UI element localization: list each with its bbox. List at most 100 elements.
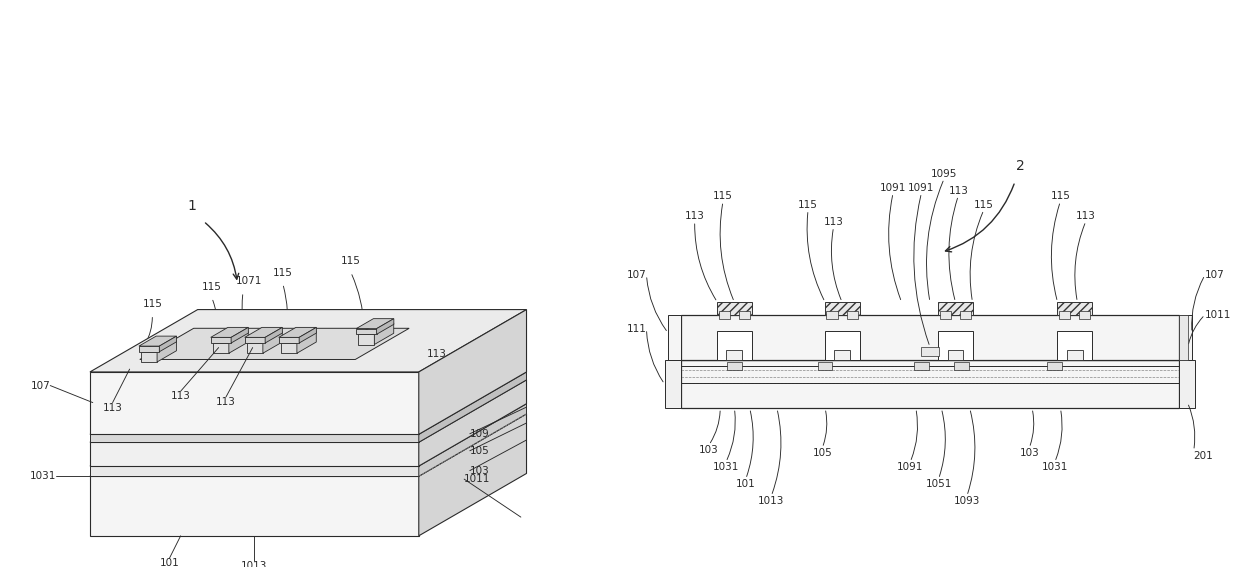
- Bar: [825, 331, 859, 360]
- Polygon shape: [244, 337, 265, 343]
- Text: 1031: 1031: [30, 471, 56, 481]
- Text: 115: 115: [1050, 191, 1070, 201]
- Text: 1013: 1013: [241, 561, 268, 567]
- Text: 113: 113: [428, 349, 448, 359]
- Text: 1011: 1011: [464, 474, 491, 484]
- Bar: [914, 362, 929, 370]
- Polygon shape: [419, 414, 527, 536]
- Text: 1093: 1093: [954, 496, 980, 506]
- Bar: [717, 302, 751, 315]
- Polygon shape: [356, 329, 377, 335]
- Text: 103: 103: [699, 445, 719, 455]
- Text: 113: 113: [1076, 211, 1096, 221]
- Text: 1013: 1013: [758, 496, 785, 506]
- Bar: [727, 350, 743, 360]
- Polygon shape: [356, 319, 394, 329]
- Polygon shape: [377, 319, 394, 335]
- Bar: [665, 360, 681, 408]
- Bar: [825, 302, 859, 315]
- Text: 1051: 1051: [925, 479, 951, 489]
- Bar: [960, 311, 971, 319]
- Polygon shape: [213, 332, 248, 343]
- Text: 113: 113: [823, 217, 843, 227]
- Text: 111: 111: [626, 324, 646, 334]
- Bar: [739, 311, 750, 319]
- Polygon shape: [281, 332, 316, 343]
- Text: 107: 107: [626, 270, 646, 280]
- Bar: [681, 360, 1179, 408]
- Polygon shape: [91, 414, 527, 476]
- Bar: [940, 311, 951, 319]
- Polygon shape: [141, 341, 176, 352]
- Polygon shape: [263, 332, 283, 353]
- Polygon shape: [91, 380, 527, 442]
- Text: 1091: 1091: [909, 183, 935, 193]
- Text: 1011: 1011: [1205, 310, 1231, 320]
- Text: 109: 109: [470, 429, 490, 439]
- Text: 1091: 1091: [897, 462, 924, 472]
- Polygon shape: [244, 327, 283, 337]
- Bar: [954, 362, 968, 370]
- Text: 101: 101: [160, 558, 180, 567]
- Bar: [937, 302, 973, 315]
- Bar: [668, 315, 681, 360]
- Text: 113: 113: [171, 391, 191, 401]
- Polygon shape: [419, 310, 527, 434]
- Polygon shape: [213, 343, 229, 353]
- Bar: [1048, 362, 1063, 370]
- Bar: [717, 331, 751, 360]
- Text: 2: 2: [1017, 159, 1025, 173]
- Polygon shape: [159, 336, 176, 352]
- Polygon shape: [296, 332, 316, 353]
- Polygon shape: [140, 328, 409, 359]
- Bar: [947, 350, 963, 360]
- Bar: [1059, 311, 1070, 319]
- Polygon shape: [299, 327, 316, 343]
- Polygon shape: [91, 434, 419, 442]
- Text: 115: 115: [799, 200, 818, 210]
- Polygon shape: [247, 343, 263, 353]
- Text: 103: 103: [1019, 448, 1039, 458]
- Polygon shape: [91, 442, 419, 466]
- Polygon shape: [91, 466, 419, 476]
- Text: 115: 115: [341, 256, 361, 266]
- Polygon shape: [419, 372, 527, 442]
- Bar: [847, 311, 858, 319]
- Text: 103: 103: [470, 466, 490, 476]
- Text: 113: 113: [103, 403, 123, 413]
- Bar: [835, 350, 851, 360]
- Text: 115: 115: [713, 191, 733, 201]
- Bar: [826, 311, 837, 319]
- Polygon shape: [358, 335, 374, 345]
- Text: 115: 115: [273, 268, 293, 278]
- Polygon shape: [91, 372, 527, 434]
- Bar: [1056, 331, 1092, 360]
- Bar: [1179, 315, 1192, 360]
- Text: 105: 105: [470, 446, 490, 456]
- Polygon shape: [91, 310, 527, 372]
- Text: 115: 115: [202, 282, 222, 292]
- Polygon shape: [139, 346, 159, 352]
- Text: 107: 107: [1205, 270, 1225, 280]
- Bar: [1179, 315, 1188, 360]
- Text: 115: 115: [143, 299, 162, 309]
- Polygon shape: [91, 372, 419, 434]
- Text: 113: 113: [949, 185, 968, 196]
- Bar: [921, 347, 939, 356]
- Polygon shape: [358, 323, 394, 335]
- Text: 201: 201: [1194, 451, 1214, 461]
- Bar: [727, 362, 742, 370]
- Text: 113: 113: [216, 397, 236, 407]
- Text: 1071: 1071: [236, 276, 262, 286]
- Polygon shape: [141, 352, 157, 362]
- Polygon shape: [139, 336, 176, 346]
- Polygon shape: [91, 404, 527, 466]
- Polygon shape: [91, 476, 419, 536]
- Polygon shape: [279, 337, 299, 343]
- Text: 115: 115: [973, 200, 993, 210]
- Text: 105: 105: [812, 448, 832, 458]
- Polygon shape: [374, 323, 394, 345]
- Polygon shape: [265, 327, 283, 343]
- Polygon shape: [279, 327, 316, 337]
- Bar: [718, 311, 730, 319]
